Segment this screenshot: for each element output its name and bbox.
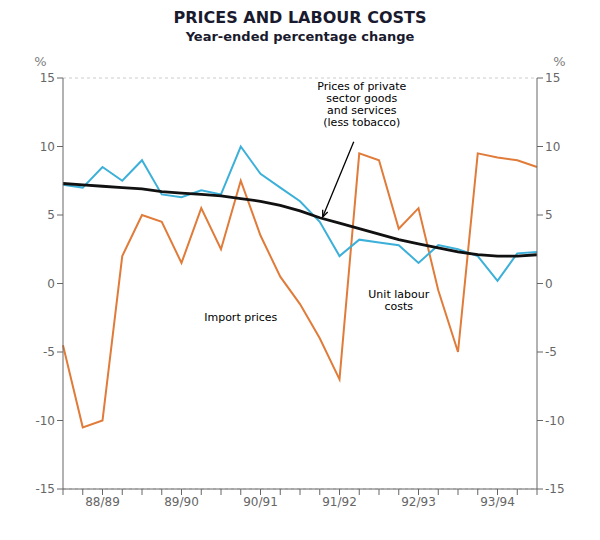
svg-text:88/89: 88/89 bbox=[85, 495, 120, 509]
svg-text:%: % bbox=[553, 54, 565, 69]
svg-text:Unit labourcosts: Unit labourcosts bbox=[368, 288, 429, 313]
svg-text:91/92: 91/92 bbox=[322, 495, 357, 509]
svg-text:93/94: 93/94 bbox=[480, 495, 515, 509]
svg-text:-10: -10 bbox=[545, 414, 565, 428]
html-text:PRICES AND LABOUR COSTS: PRICES AND LABOUR COSTS bbox=[173, 8, 427, 27]
svg-text:-15: -15 bbox=[545, 482, 565, 496]
svg-text:5: 5 bbox=[545, 208, 553, 222]
svg-text:0: 0 bbox=[545, 277, 553, 291]
svg-text:-5: -5 bbox=[545, 345, 557, 359]
svg-text:10: 10 bbox=[545, 140, 560, 154]
svg-text:0: 0 bbox=[47, 277, 55, 291]
svg-text:%: % bbox=[34, 54, 46, 69]
svg-text:-5: -5 bbox=[43, 345, 55, 359]
svg-text:5: 5 bbox=[47, 208, 55, 222]
svg-text:10: 10 bbox=[40, 140, 55, 154]
svg-text:15: 15 bbox=[545, 71, 560, 85]
svg-text:90/91: 90/91 bbox=[243, 495, 278, 509]
svg-text:-15: -15 bbox=[35, 482, 55, 496]
svg-text:89/90: 89/90 bbox=[164, 495, 199, 509]
svg-text:-10: -10 bbox=[35, 414, 55, 428]
svg-text:Prices of privatesector goodsa: Prices of privatesector goodsand service… bbox=[317, 80, 406, 129]
svg-text:Import prices: Import prices bbox=[204, 311, 277, 324]
html-text:Year-ended percentage change: Year-ended percentage change bbox=[185, 29, 415, 44]
svg-text:15: 15 bbox=[40, 71, 55, 85]
svg-text:92/93: 92/93 bbox=[401, 495, 436, 509]
